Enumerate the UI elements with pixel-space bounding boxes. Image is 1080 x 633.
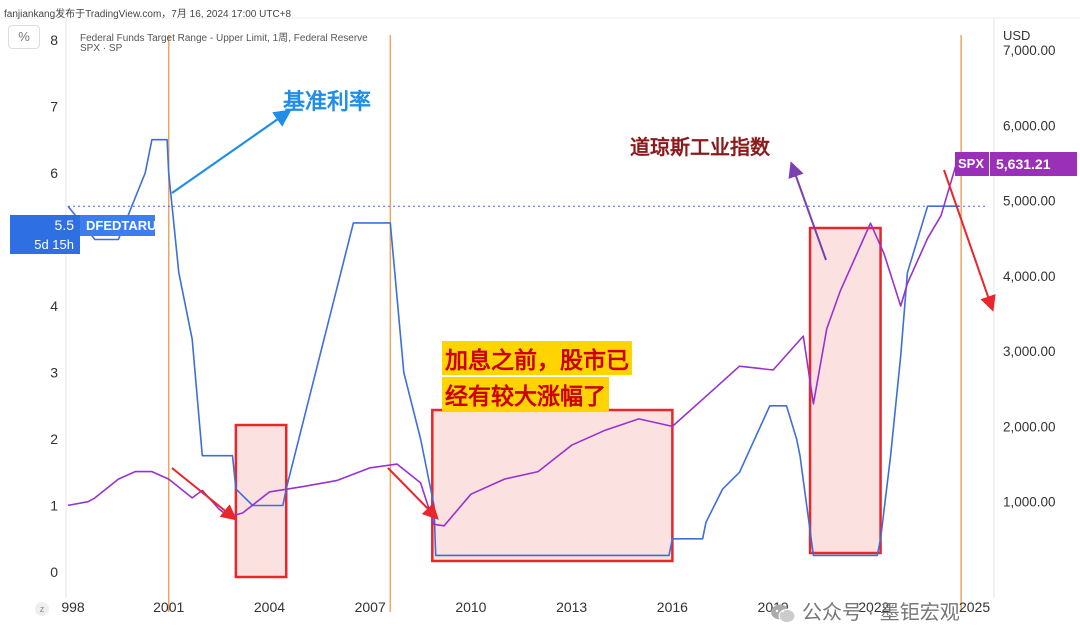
x-tick-998: 998: [61, 599, 85, 615]
red-arrow-2007: [387, 467, 439, 520]
note-line-1: 加息之前，股市已: [442, 341, 632, 375]
rate-label: 基准利率: [283, 89, 372, 114]
red-arrow-2024: [943, 169, 996, 312]
left-tick-7: 7: [50, 98, 58, 114]
left-tick-3: 3: [50, 365, 58, 381]
left-tick-4: 4: [50, 298, 58, 314]
spx-tag-symbol: SPX: [958, 156, 985, 171]
x-tick-2022: 2022: [858, 599, 889, 615]
rate-tag-countdown: 5d 15h: [34, 237, 74, 252]
right-tick-0: 1,000.00: [1003, 495, 1056, 510]
series-dfedtaru-line: [67, 138, 960, 557]
settings-icon[interactable]: z: [35, 602, 49, 616]
spx-tag-value: 5,631.21: [996, 156, 1051, 172]
x-tick-2025: 2025: [959, 599, 990, 615]
rate-price-tag: 5.5 DFEDTARU 5d 15h: [10, 215, 157, 255]
x-tick-2001: 2001: [153, 599, 184, 615]
rate-label-arrow: [171, 109, 292, 194]
x-tick-2004: 2004: [254, 599, 285, 615]
x-tick-2010: 2010: [455, 599, 486, 615]
rate-tag-value: 5.5: [54, 217, 74, 233]
left-unit-button[interactable]: %: [8, 25, 40, 49]
index-label: 道琼斯工业指数: [630, 137, 770, 159]
highlight-box-0: [234, 423, 288, 579]
right-tick-1: 2,000.00: [1003, 419, 1056, 434]
highlight-box-1: [431, 408, 674, 563]
x-tick-2013: 2013: [556, 599, 587, 615]
series-line-2: SPX · SP: [80, 43, 123, 54]
rate-tag-symbol: DFEDTARU: [86, 218, 157, 233]
right-tick-3: 4,000.00: [1003, 269, 1056, 284]
series-spx-line: [67, 152, 961, 527]
x-tick-2007: 2007: [355, 599, 386, 615]
left-tick-2: 2: [50, 431, 58, 447]
red-arrow-2001: [171, 467, 238, 521]
index-label-arrow: [788, 161, 827, 261]
wechat-icon: [770, 603, 796, 625]
watermark: 公众号 · 墨钜宏观: [770, 596, 960, 626]
right-tick-2: 3,000.00: [1003, 344, 1056, 359]
spx-price-tag: SPX 5,631.21: [955, 152, 1077, 176]
highlight-box-2: [808, 226, 882, 555]
left-tick-6: 6: [50, 165, 58, 181]
series-line-1: Federal Funds Target Range - Upper Limit…: [80, 33, 368, 44]
right-tick-4: 5,000.00: [1003, 194, 1056, 209]
right-tick-5: 6,000.00: [1003, 118, 1056, 133]
left-tick-1: 1: [50, 498, 58, 514]
note-line-2: 经有较大涨幅了: [442, 377, 609, 411]
x-tick-2016: 2016: [657, 599, 688, 615]
left-tick-0: 0: [50, 564, 58, 580]
right-tick-6: 7,000.00: [1003, 43, 1056, 58]
source-line: fanjiankang发布于TradingView.com，7月 16, 202…: [4, 9, 292, 20]
left-tick-8: 8: [50, 32, 58, 48]
right-unit: USD: [1003, 28, 1031, 43]
watermark-text: 公众号 · 墨钜宏观: [802, 602, 960, 624]
